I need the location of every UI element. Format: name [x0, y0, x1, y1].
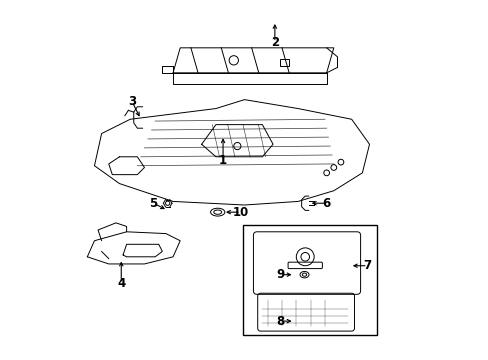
Text: 5: 5	[149, 197, 157, 210]
Text: 7: 7	[363, 259, 371, 272]
Text: 1: 1	[219, 154, 226, 167]
Text: 2: 2	[270, 36, 278, 49]
Text: 4: 4	[117, 277, 125, 290]
Text: 10: 10	[232, 206, 248, 219]
Text: 9: 9	[276, 268, 284, 281]
Text: 8: 8	[276, 315, 284, 328]
Text: 6: 6	[322, 197, 330, 210]
Text: 3: 3	[128, 95, 136, 108]
